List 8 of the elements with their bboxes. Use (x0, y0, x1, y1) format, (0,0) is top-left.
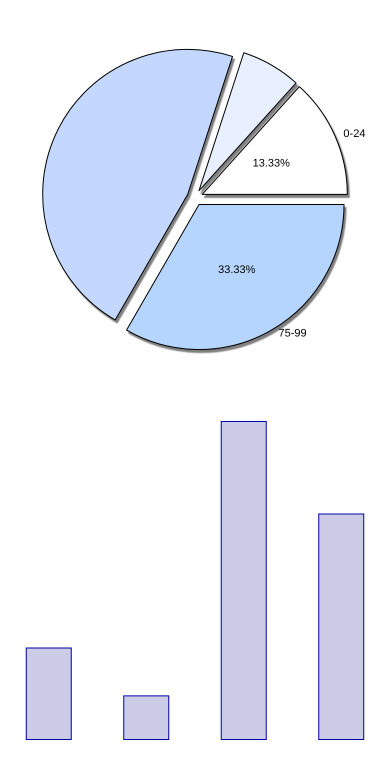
slice-label: 75-99 (278, 328, 307, 340)
bar (123, 695, 170, 740)
data-label: 33.33% (218, 264, 256, 276)
bar (318, 514, 364, 740)
bar (26, 647, 72, 740)
bar (220, 421, 267, 740)
slice-label: 0-24 (343, 128, 366, 140)
data-label: 13.33% (252, 158, 290, 170)
